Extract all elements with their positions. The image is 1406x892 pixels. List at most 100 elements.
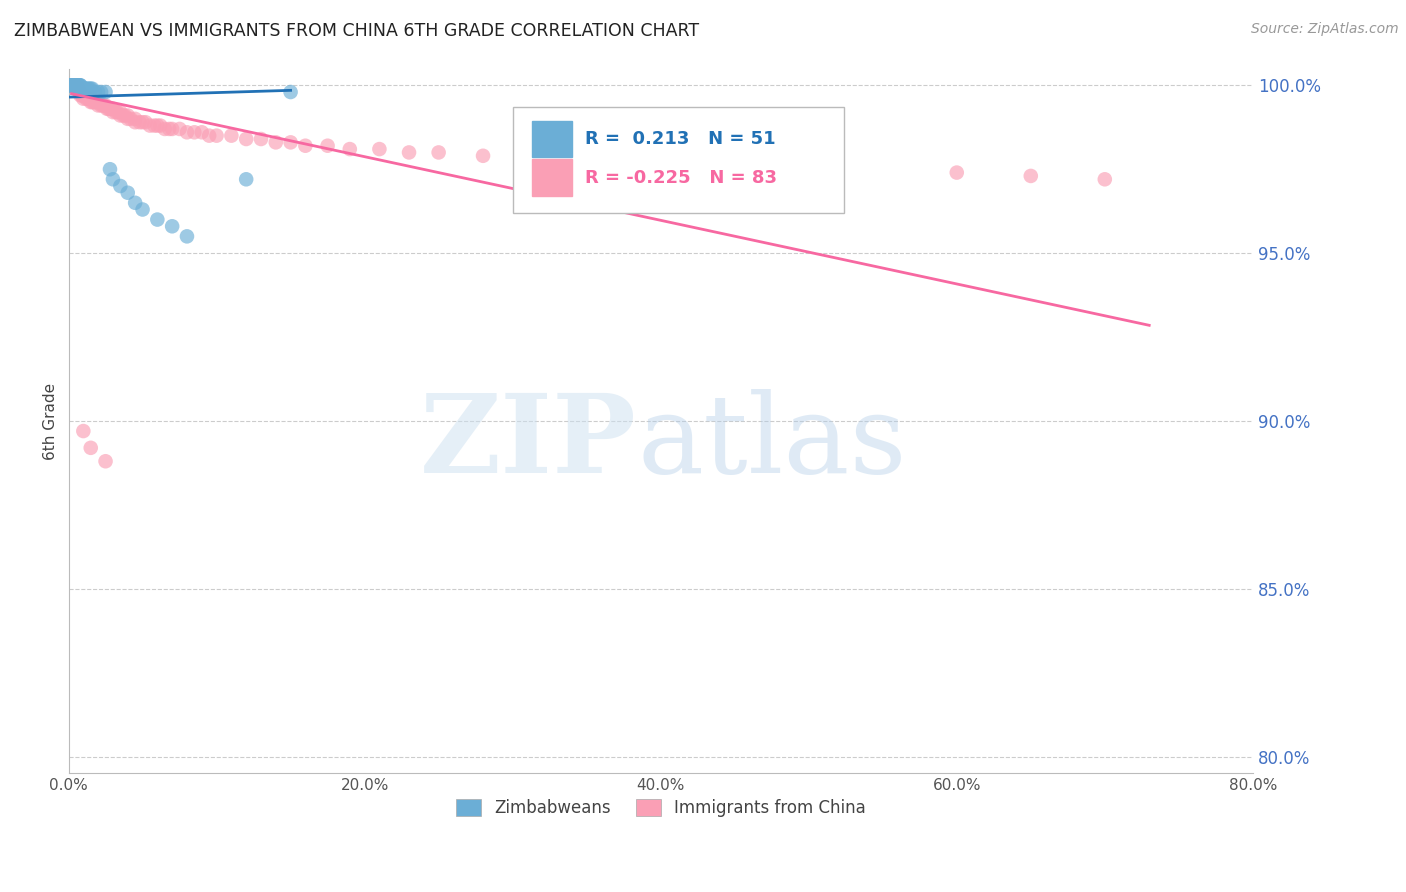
Point: [294, 138, 316, 153]
Point: [191, 125, 214, 139]
Point: [62, 78, 84, 93]
Point: [146, 119, 169, 133]
Legend: Zimbabweans, Immigrants from China: Zimbabweans, Immigrants from China: [447, 790, 875, 825]
Point: [60, 78, 83, 93]
Point: [149, 119, 172, 133]
Point: [97, 102, 120, 116]
Point: [60, 78, 83, 93]
Point: [63, 78, 86, 93]
Point: [87, 95, 110, 109]
Point: [59, 78, 82, 93]
Point: [98, 162, 121, 177]
Point: [169, 122, 191, 136]
Point: [124, 195, 146, 210]
Point: [96, 102, 118, 116]
Point: [101, 172, 124, 186]
Y-axis label: 6th Grade: 6th Grade: [44, 383, 58, 459]
Point: [84, 95, 107, 109]
Point: [67, 78, 90, 93]
Point: [76, 81, 98, 95]
Point: [63, 78, 86, 93]
Point: [110, 109, 132, 123]
Point: [67, 81, 90, 95]
Point: [63, 78, 86, 93]
Text: R = -0.225   N = 83: R = -0.225 N = 83: [585, 169, 778, 186]
Point: [60, 78, 83, 93]
Point: [120, 112, 142, 126]
Point: [94, 98, 117, 112]
Point: [62, 78, 84, 93]
Point: [87, 85, 110, 99]
Point: [124, 112, 146, 126]
Point: [110, 105, 132, 120]
Point: [72, 81, 94, 95]
Point: [67, 85, 90, 99]
Text: ZIP: ZIP: [420, 389, 637, 496]
Point: [221, 128, 243, 143]
Point: [69, 78, 91, 93]
Point: [134, 115, 156, 129]
Point: [205, 128, 228, 143]
Point: [69, 81, 91, 95]
Point: [72, 424, 94, 438]
Point: [65, 78, 87, 93]
Point: [98, 102, 121, 116]
Point: [131, 202, 153, 217]
Text: atlas: atlas: [637, 389, 907, 496]
Point: [94, 85, 117, 99]
FancyBboxPatch shape: [531, 120, 572, 157]
Point: [679, 162, 702, 177]
Point: [1019, 169, 1042, 183]
Point: [250, 132, 273, 146]
Point: [183, 125, 205, 139]
Point: [62, 78, 84, 93]
Point: [112, 109, 135, 123]
Point: [87, 98, 110, 112]
Point: [62, 78, 84, 93]
Point: [235, 132, 257, 146]
Point: [66, 78, 89, 93]
Point: [63, 78, 86, 93]
Point: [93, 98, 115, 112]
Point: [128, 115, 150, 129]
Point: [62, 78, 84, 93]
Point: [143, 119, 166, 133]
Point: [66, 78, 89, 93]
Text: ZIMBABWEAN VS IMMIGRANTS FROM CHINA 6TH GRADE CORRELATION CHART: ZIMBABWEAN VS IMMIGRANTS FROM CHINA 6TH …: [14, 22, 699, 40]
Point: [69, 88, 91, 103]
Point: [82, 95, 104, 109]
Point: [945, 165, 967, 179]
Text: R =  0.213   N = 51: R = 0.213 N = 51: [585, 130, 776, 148]
Point: [90, 85, 112, 99]
Point: [70, 88, 93, 103]
Point: [124, 115, 146, 129]
FancyBboxPatch shape: [531, 160, 572, 196]
Point: [339, 142, 361, 156]
Point: [516, 152, 538, 166]
Point: [131, 115, 153, 129]
Point: [80, 92, 103, 106]
Point: [75, 92, 97, 106]
Point: [77, 92, 100, 106]
Point: [69, 78, 91, 93]
Point: [60, 78, 83, 93]
Point: [91, 98, 114, 112]
Point: [153, 122, 176, 136]
Point: [198, 128, 221, 143]
Point: [65, 78, 87, 93]
Point: [75, 81, 97, 95]
Point: [72, 88, 94, 103]
Point: [66, 78, 89, 93]
Point: [94, 454, 117, 468]
Point: [472, 149, 495, 163]
Point: [398, 145, 420, 160]
Point: [59, 78, 82, 93]
Point: [575, 155, 598, 169]
Point: [110, 179, 132, 194]
Point: [620, 159, 643, 173]
Point: [69, 85, 91, 99]
Point: [72, 81, 94, 95]
Point: [427, 145, 450, 160]
Point: [235, 172, 257, 186]
Point: [1094, 172, 1116, 186]
